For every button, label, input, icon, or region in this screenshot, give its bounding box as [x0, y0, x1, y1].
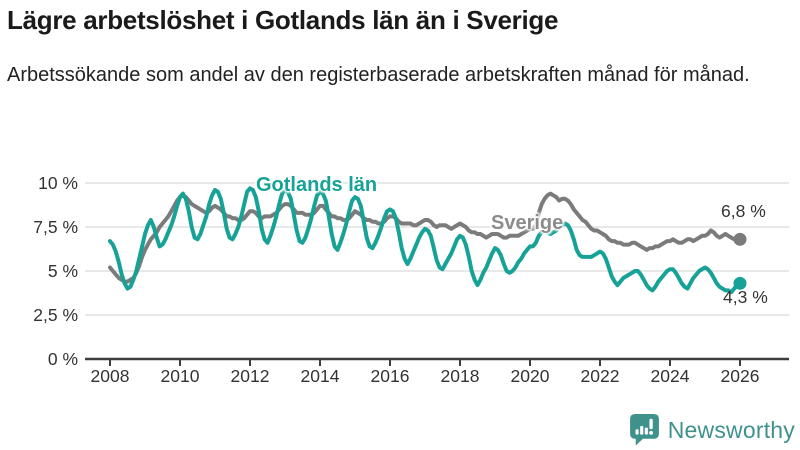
- chart-title: Lägre arbetslöshet i Gotlands län än i S…: [7, 5, 559, 35]
- y-axis-label: 7,5 %: [33, 217, 78, 237]
- y-axis-label: 0 %: [48, 349, 78, 369]
- x-axis-label: 2016: [371, 366, 410, 386]
- newsworthy-logo-text: Newsworthy: [667, 416, 795, 443]
- gotland-end-dot: [733, 276, 747, 290]
- x-axis-label: 2014: [301, 366, 340, 386]
- x-axis-label: 2018: [441, 366, 480, 386]
- newsworthy-speech-bubble-chart-icon: [629, 414, 659, 446]
- end-value-gotland: 4,3 %: [723, 287, 768, 307]
- series-label-gotland: Gotlands län: [256, 174, 378, 196]
- x-axis-label: 2026: [721, 366, 760, 386]
- x-axis-label: 2024: [651, 366, 690, 386]
- end-value-sverige: 6,8 %: [721, 201, 766, 221]
- x-axis-label: 2022: [581, 366, 620, 386]
- x-axis-label: 2008: [91, 366, 130, 386]
- newsworthy-logo[interactable]: Newsworthy: [629, 413, 795, 447]
- series-label-sverige: Sverige: [491, 212, 564, 234]
- y-axis-label: 5 %: [48, 261, 78, 281]
- sverige-end-dot: [733, 232, 747, 246]
- x-axis-label: 2012: [231, 366, 270, 386]
- y-axis-label: 2,5 %: [33, 305, 78, 325]
- x-axis-label: 2020: [511, 366, 550, 386]
- x-axis-label: 2010: [161, 366, 200, 386]
- sverige-line: [108, 191, 742, 284]
- chart-subtitle: Arbetssökande som andel av den registerb…: [7, 64, 750, 86]
- gotland-line: [108, 186, 742, 295]
- y-axis-label: 10 %: [38, 173, 78, 193]
